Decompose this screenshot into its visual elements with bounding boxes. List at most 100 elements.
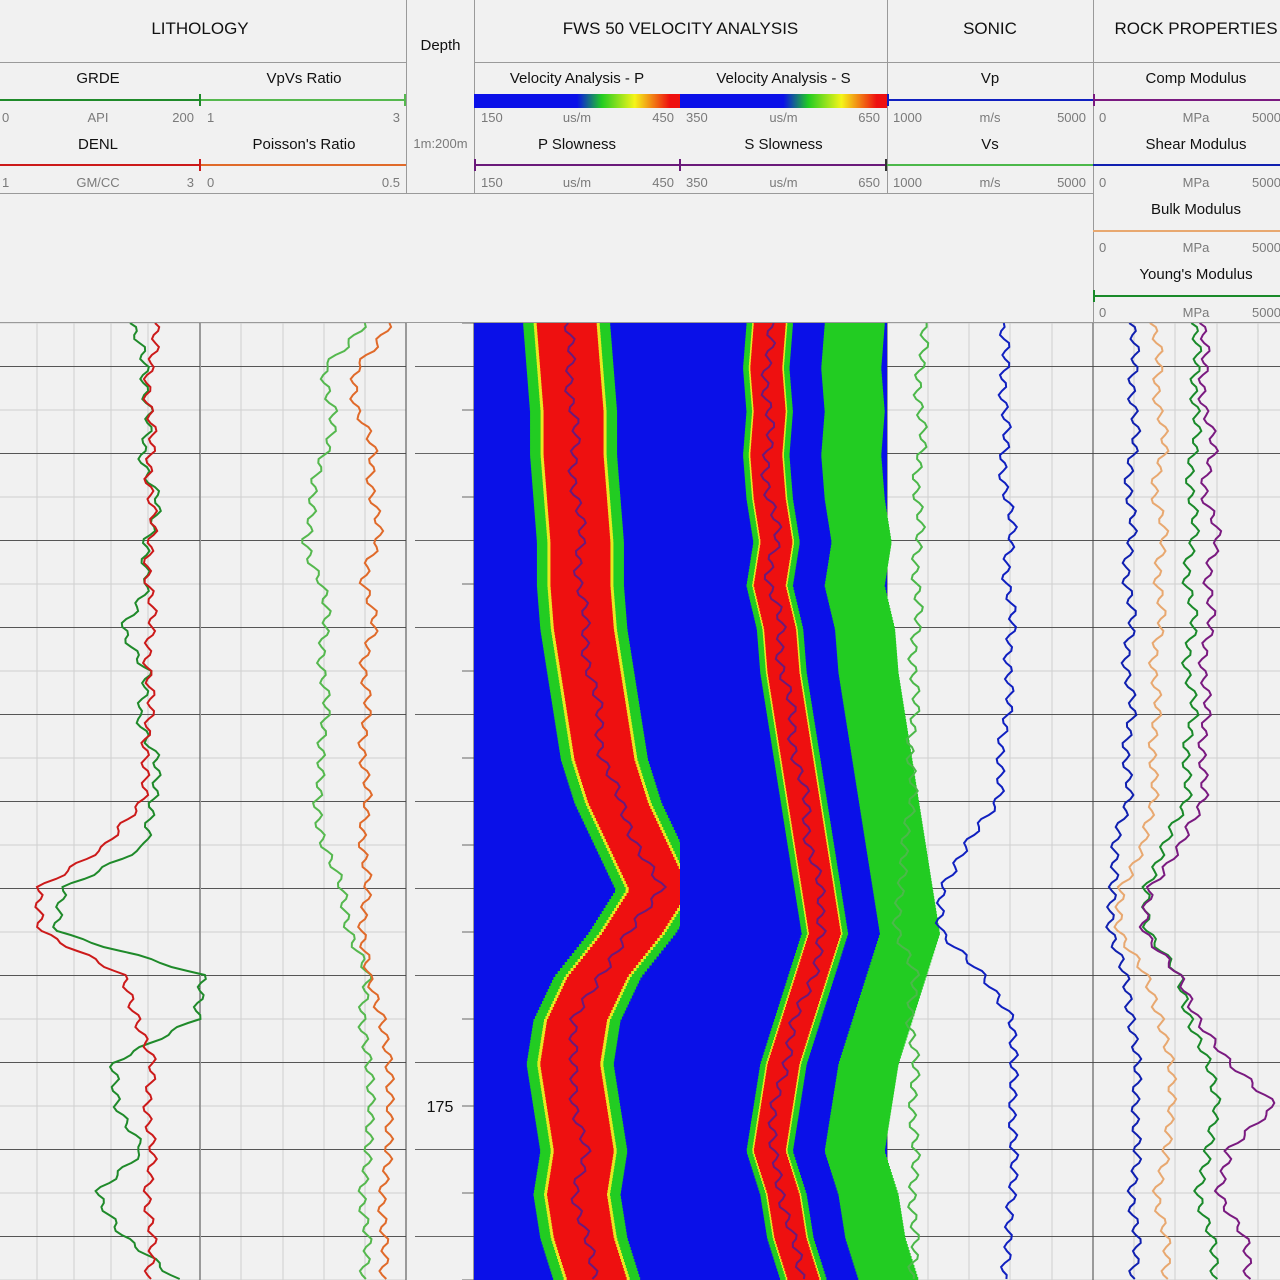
heatmap-secondary-band bbox=[833, 620, 894, 624]
heatmap-red-band bbox=[763, 626, 796, 630]
heatmap-secondary-band bbox=[874, 899, 935, 903]
heatmap-secondary-band bbox=[821, 452, 882, 456]
heatmap-secondary-band bbox=[822, 353, 883, 357]
heatmap-red-band bbox=[801, 887, 834, 891]
heatmap-red-band bbox=[553, 1151, 614, 1155]
heatmap-secondary-band bbox=[830, 533, 891, 537]
heatmap-secondary-band bbox=[838, 665, 899, 669]
heatmap-red-band bbox=[547, 1199, 608, 1203]
heatmap-secondary-band bbox=[823, 335, 884, 339]
heatmap-red-band bbox=[783, 770, 816, 774]
heatmap-red-band bbox=[550, 569, 611, 573]
heatmap-red-band bbox=[757, 1124, 790, 1128]
young-s-modulus-curve bbox=[1140, 323, 1222, 1280]
heatmap-red-band bbox=[782, 767, 815, 771]
heatmap-red-band bbox=[543, 1040, 604, 1044]
heatmap-secondary-band bbox=[833, 1094, 894, 1098]
heatmap-red-band bbox=[757, 524, 790, 528]
vp-unit: m/s bbox=[979, 110, 1001, 125]
heatmap-secondary-band bbox=[840, 1055, 901, 1059]
heatmap-red-band bbox=[800, 959, 833, 963]
heatmap-red-band bbox=[757, 521, 790, 525]
heatmap-red-band bbox=[537, 332, 598, 336]
heatmap-red-band bbox=[549, 1178, 610, 1182]
heatmap-red-band bbox=[780, 752, 813, 756]
heatmap-secondary-band bbox=[851, 1022, 912, 1026]
heatmap-secondary-band bbox=[847, 725, 908, 729]
heatmap-red-band bbox=[771, 1049, 804, 1053]
heatmap-secondary-band bbox=[864, 980, 925, 984]
heatmap-red-band bbox=[750, 362, 783, 366]
heatmap-secondary-band bbox=[835, 635, 896, 639]
heatmap-red-band bbox=[753, 494, 786, 498]
heatmap-secondary-band bbox=[845, 1235, 906, 1239]
heatmap-red-band bbox=[752, 419, 785, 423]
heatmap-secondary-band bbox=[862, 821, 923, 825]
heatmap-red-band bbox=[593, 812, 654, 816]
heatmap-secondary-band bbox=[831, 542, 892, 546]
heatmap-red-band bbox=[766, 1067, 799, 1071]
heatmap-secondary-band bbox=[822, 377, 883, 381]
heatmap-secondary-band bbox=[823, 428, 884, 432]
heatmap-secondary-band bbox=[858, 1001, 919, 1005]
heatmap-red-band bbox=[584, 791, 645, 795]
heatmap-secondary-band bbox=[836, 644, 897, 648]
heatmap-red-band bbox=[769, 683, 802, 687]
heatmap-red-band bbox=[757, 602, 790, 606]
heatmap-red-band bbox=[770, 1214, 803, 1218]
young-unit: MPa bbox=[1182, 305, 1210, 320]
heatmap-secondary-band bbox=[844, 707, 905, 711]
heatmap-red-band bbox=[769, 1055, 802, 1059]
heatmap-red-band bbox=[768, 1199, 801, 1203]
heatmap-red-band bbox=[614, 857, 675, 861]
heatmap-secondary-band bbox=[833, 1178, 894, 1182]
heatmap-secondary-band bbox=[844, 1232, 905, 1236]
heatmap-red-band bbox=[751, 464, 784, 468]
heatmap-red-band bbox=[805, 908, 838, 912]
heatmap-red-band bbox=[770, 689, 803, 693]
heatmap-red-band bbox=[551, 1133, 612, 1137]
heatmap-secondary-band bbox=[854, 1265, 915, 1269]
log-header: LITHOLOGY Depth FWS 50 VELOCITY ANALYSIS… bbox=[0, 0, 1280, 323]
heatmap-red-band bbox=[539, 362, 600, 366]
heatmap-red-band bbox=[771, 1217, 804, 1221]
heatmap-red-band bbox=[786, 1004, 819, 1008]
heatmap-secondary-band bbox=[854, 773, 915, 777]
va-s-colorbar bbox=[680, 94, 887, 108]
heatmap-red-band bbox=[751, 473, 784, 477]
heatmap-red-band bbox=[597, 938, 658, 942]
vpvs-max: 3 bbox=[392, 110, 400, 125]
heatmap-secondary-band bbox=[841, 1052, 902, 1056]
bulk-unit: MPa bbox=[1182, 240, 1210, 255]
heatmap-secondary-band bbox=[871, 878, 932, 882]
heatmap-secondary-band bbox=[866, 974, 927, 978]
heatmap-red-band bbox=[758, 605, 791, 609]
heatmap-red-band bbox=[539, 353, 600, 357]
heatmap-red-band bbox=[783, 1265, 816, 1269]
heatmap-red-band bbox=[557, 1247, 618, 1251]
heatmap-red-band bbox=[781, 1019, 814, 1023]
heatmap-red-band bbox=[563, 686, 624, 690]
shear-scale-line bbox=[1093, 164, 1280, 166]
heatmap-red-band bbox=[561, 1262, 622, 1266]
heatmap-secondary-band bbox=[837, 662, 898, 666]
heatmap-red-band bbox=[794, 842, 827, 846]
heatmap-secondary-band bbox=[821, 365, 882, 369]
heatmap-red-band bbox=[550, 1169, 611, 1173]
heatmap-red-band bbox=[537, 329, 598, 333]
heatmap-secondary-band bbox=[825, 1145, 886, 1149]
heatmap-secondary-band bbox=[822, 467, 883, 471]
heatmap-secondary-band bbox=[834, 1085, 895, 1089]
heatmap-red-band bbox=[752, 488, 785, 492]
heatmap-red-band bbox=[613, 854, 674, 858]
heatmap-red-band bbox=[753, 1148, 786, 1152]
heatmap-secondary-band bbox=[849, 743, 910, 747]
heatmap-secondary-band bbox=[841, 1211, 902, 1215]
heatmap-red-band bbox=[772, 701, 805, 705]
heatmap-red-band bbox=[766, 1070, 799, 1074]
heatmap-red-band bbox=[797, 857, 830, 861]
heatmap-secondary-band bbox=[851, 755, 912, 759]
header-rule bbox=[0, 193, 1093, 194]
heatmap-secondary-band bbox=[847, 1244, 908, 1248]
heatmap-red-band bbox=[759, 1169, 792, 1173]
